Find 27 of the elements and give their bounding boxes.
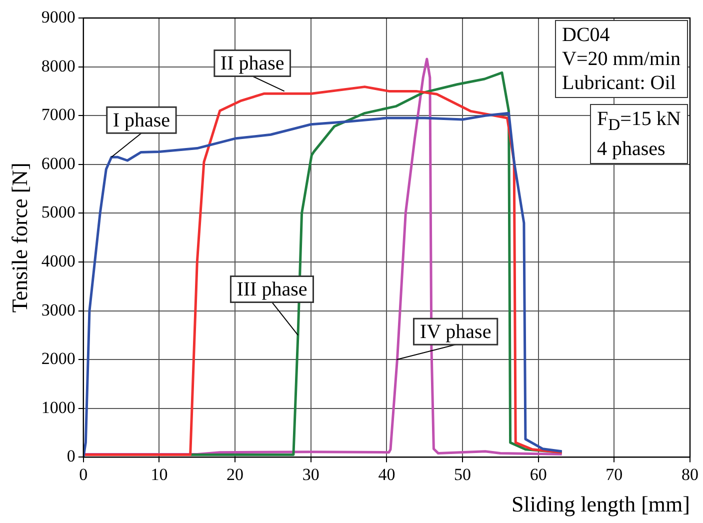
y-tick-label: 2000 <box>41 349 76 368</box>
y-tick-label: 0 <box>66 446 76 466</box>
x-axis-title: Sliding length [mm] <box>512 492 690 517</box>
annotation: F$_{D}$=15 kN 4 phases <box>590 104 688 164</box>
y-tick-label: 7000 <box>41 105 76 124</box>
y-tick-label: 5000 <box>41 202 76 222</box>
annotation: IV phase <box>420 320 492 343</box>
y-tick-label: 1000 <box>41 398 76 417</box>
x-tick-label: 60 <box>530 464 547 484</box>
x-tick-label: 40 <box>378 464 396 484</box>
x-tick-label: 10 <box>150 464 168 484</box>
y-tick-label: 9000 <box>41 7 76 26</box>
annotation: DC04 V=20 mm/min Lubricant: Oil <box>555 20 688 98</box>
annotation: III phase <box>236 278 308 300</box>
x-tick-label: 50 <box>454 464 472 484</box>
y-tick-label: 8000 <box>41 56 76 76</box>
annotation: I phase <box>112 109 170 132</box>
x-tick-label: 20 <box>226 464 244 484</box>
annotation: II phase <box>220 52 284 74</box>
x-tick-label: 70 <box>606 464 623 484</box>
x-tick-label: 30 <box>302 464 320 484</box>
y-tick-label: 6000 <box>41 154 76 173</box>
y-axis-title: Tensile force [N] <box>6 162 32 313</box>
y-tick-label: 4000 <box>41 251 76 270</box>
x-tick-label: 80 <box>682 464 698 484</box>
x-tick-label: 0 <box>79 464 88 484</box>
y-tick-label: 3000 <box>41 300 76 320</box>
